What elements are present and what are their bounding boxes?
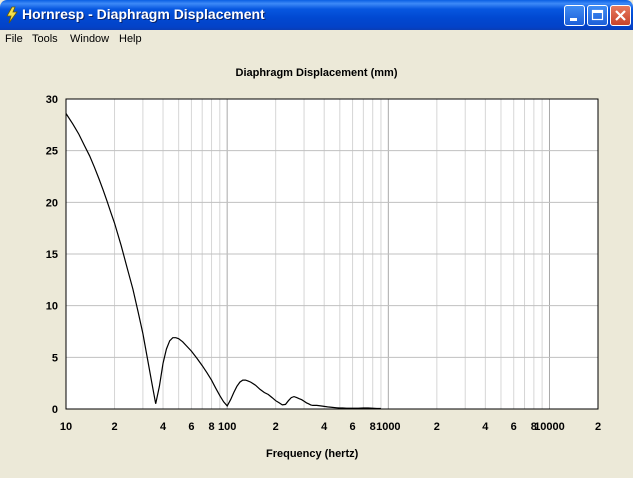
x-tick-label: 10	[60, 421, 72, 433]
x-axis-label: Frequency (hertz)	[266, 448, 359, 460]
menu-file[interactable]: File	[5, 33, 23, 45]
x-tick-label: 8	[370, 421, 376, 433]
plot-frame	[65, 98, 599, 410]
x-tick-label: 6	[511, 421, 517, 433]
title-bar[interactable]: Hornresp - Diaphragm Displacement	[0, 0, 633, 30]
x-tick-label: 6	[188, 421, 194, 433]
menu-help[interactable]: Help	[119, 33, 142, 45]
y-tick-label: 10	[46, 301, 58, 313]
x-tick-label: 1000	[376, 421, 400, 433]
menu-window[interactable]: Window	[70, 33, 110, 45]
x-tick-label: 100	[218, 421, 236, 433]
x-tick-label: 4	[482, 421, 489, 433]
x-tick-label: 10000	[534, 421, 565, 433]
maximize-icon	[591, 9, 604, 21]
x-tick-label: 4	[160, 421, 167, 433]
x-tick-label: 2	[595, 421, 601, 433]
y-tick-label: 15	[46, 249, 58, 261]
hornresp-app-icon	[6, 6, 18, 24]
x-tick-label: 4	[321, 421, 328, 433]
y-tick-label: 0	[52, 404, 58, 416]
close-icon	[615, 10, 626, 21]
x-tick-label: 6	[350, 421, 356, 433]
x-tick-label: 2	[434, 421, 440, 433]
maximize-button[interactable]	[587, 5, 608, 26]
minimize-icon	[570, 18, 577, 21]
y-tick-label: 5	[52, 352, 58, 364]
x-tick-label: 8	[531, 421, 537, 433]
x-tick-label: 2	[273, 421, 279, 433]
y-tick-label: 25	[46, 146, 58, 158]
y-tick-label: 20	[46, 197, 58, 209]
displacement-curve	[65, 113, 381, 410]
x-tick-label: 8	[208, 421, 214, 433]
y-tick-label: 30	[46, 94, 58, 106]
x-tick-label: 2	[111, 421, 117, 433]
menu-tools[interactable]: Tools	[32, 33, 58, 45]
minimize-button[interactable]	[564, 5, 585, 26]
close-button[interactable]	[610, 5, 631, 26]
chart-title: Diaphragm Displacement (mm)	[235, 67, 398, 79]
menu-bar: File Tools Window Help	[0, 30, 633, 49]
window-title: Hornresp - Diaphragm Displacement	[22, 6, 265, 22]
